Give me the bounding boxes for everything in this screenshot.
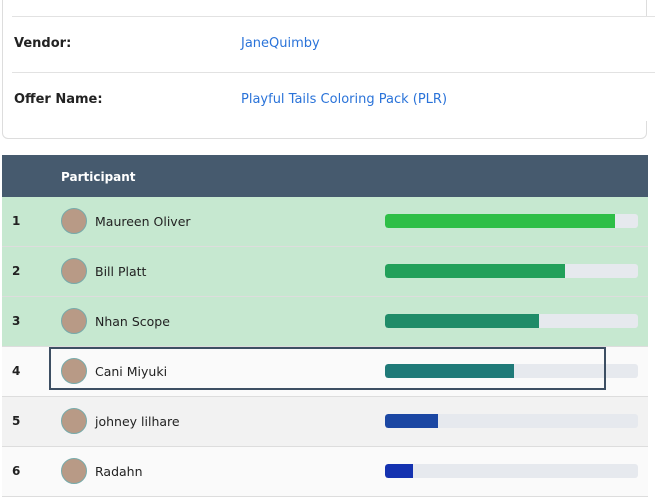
table-row: 6 Radahn bbox=[2, 447, 648, 497]
progress-bar bbox=[385, 364, 515, 378]
table-row: 5 johney lilhare bbox=[2, 397, 648, 447]
detail-label: Vendor: bbox=[14, 36, 72, 51]
progress-bar bbox=[385, 414, 439, 428]
progress-track bbox=[385, 414, 638, 428]
progress-track bbox=[385, 314, 638, 328]
avatar[interactable] bbox=[61, 458, 87, 484]
avatar[interactable] bbox=[61, 408, 87, 434]
avatar[interactable] bbox=[61, 208, 87, 234]
rank: 3 bbox=[12, 314, 21, 328]
participant-name[interactable]: Maureen Oliver bbox=[95, 214, 191, 229]
table-header: Participant bbox=[2, 155, 648, 197]
rank: 6 bbox=[12, 464, 21, 478]
rank: 4 bbox=[12, 364, 21, 378]
participant-name[interactable]: Radahn bbox=[95, 464, 143, 479]
detail-link[interactable]: JaneQuimby bbox=[241, 36, 320, 51]
participant-name[interactable]: Cani Miyuki bbox=[95, 364, 168, 379]
detail-row: Vendor: JaneQuimby bbox=[12, 16, 655, 72]
avatar[interactable] bbox=[61, 308, 87, 334]
avatar[interactable] bbox=[61, 358, 87, 384]
table-row: 1 Maureen Oliver bbox=[2, 197, 648, 247]
detail-row: Offer Name: Playful Tails Coloring Pack (… bbox=[12, 72, 655, 121]
progress-bar bbox=[385, 464, 413, 478]
rank: 5 bbox=[12, 414, 21, 428]
progress-track bbox=[385, 464, 638, 478]
participant-name[interactable]: Bill Platt bbox=[95, 264, 147, 279]
table-row: 3 Nhan Scope bbox=[2, 297, 648, 347]
progress-bar bbox=[385, 314, 540, 328]
rank: 1 bbox=[12, 214, 21, 228]
progress-bar bbox=[385, 214, 616, 228]
detail-link[interactable]: Playful Tails Coloring Pack (PLR) bbox=[241, 92, 448, 107]
participant-name[interactable]: Nhan Scope bbox=[95, 314, 170, 329]
table-row: 4 Cani Miyuki bbox=[2, 347, 648, 397]
participant-name[interactable]: johney lilhare bbox=[95, 414, 180, 429]
detail-label: Offer Name: bbox=[14, 92, 103, 107]
table-row: 2 Bill Platt bbox=[2, 247, 648, 297]
progress-track bbox=[385, 364, 638, 378]
avatar[interactable] bbox=[61, 258, 87, 284]
progress-track bbox=[385, 264, 638, 278]
progress-bar bbox=[385, 264, 565, 278]
header-participant: Participant bbox=[61, 170, 136, 184]
rank: 2 bbox=[12, 264, 21, 278]
progress-track bbox=[385, 214, 638, 228]
